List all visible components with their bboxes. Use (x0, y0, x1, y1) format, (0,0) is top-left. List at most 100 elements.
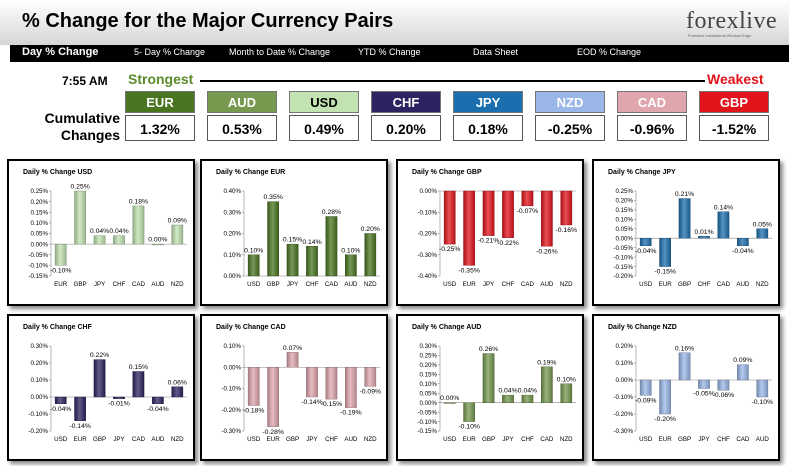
bar (113, 396, 125, 399)
data-label: 0.00% (148, 237, 167, 244)
chart-panel: Daily % Change AUD 0.30% 0.25% 0.20% 0.15% 0.… (396, 314, 584, 461)
bar (132, 205, 145, 245)
y-tick-label: 0.20% (223, 231, 241, 238)
bar (171, 224, 184, 245)
y-tick-label: 0.20% (615, 343, 633, 350)
y-tick-label: -0.05% (613, 245, 633, 252)
chart-svg: Daily % Change GBP 0.00% -0.10% -0.20% -0.30… (412, 169, 577, 288)
category-label: GBP (678, 281, 691, 288)
bar (521, 190, 534, 207)
category-label: GBP (74, 281, 87, 288)
bar (521, 394, 534, 403)
currency-value-aud: 0.53% (207, 115, 277, 141)
data-label: -0.15% (321, 401, 343, 408)
bar (325, 367, 338, 400)
category-label: CAD (736, 436, 750, 443)
bar (463, 402, 475, 422)
chart-panel: Daily % Change EUR 0.40% 0.30% 0.20% 0.10% 0.… (200, 159, 388, 306)
data-label: 0.00% (440, 395, 459, 402)
bar (560, 190, 573, 226)
y-tick-label: 0.05% (419, 390, 437, 397)
data-label: -0.25% (439, 246, 461, 253)
category-label: USD (247, 436, 261, 443)
y-tick-label: 0.20% (615, 198, 633, 205)
y-tick-label: 0.00% (223, 273, 241, 280)
nav-data-sheet[interactable]: Data Sheet (473, 47, 519, 57)
currency-head-chf: CHF (371, 91, 441, 113)
y-tick-label: 0.10% (615, 360, 633, 367)
category-label: EUR (463, 436, 477, 443)
data-label: -0.28% (262, 429, 284, 436)
chart-svg: Daily % Change NZD0.20%0.10%0.00%-0.10%-… (608, 324, 773, 443)
category-label: CHF (113, 281, 126, 288)
data-label: 0.21% (675, 191, 694, 198)
y-tick-label: -0.20% (613, 273, 633, 280)
nav-eod-change[interactable]: EOD % Change (577, 47, 642, 57)
header-bar: % Change for the Major Currency Pairs fo… (0, 0, 789, 45)
bar (286, 352, 299, 368)
nav-5day-change[interactable]: 5- Day % Change (134, 47, 206, 57)
bar (698, 379, 710, 389)
y-tick-label: 0.20% (419, 362, 437, 369)
nav-day-change[interactable]: Day % Change (22, 46, 99, 58)
bar (247, 367, 260, 406)
chart-svg: Daily % Change EUR0.40%0.30%0.20%0.10%0.… (216, 169, 380, 288)
category-label: EUR (463, 281, 477, 288)
data-label: -0.07% (517, 208, 539, 215)
y-tick-label: 0.30% (223, 209, 241, 216)
category-label: NZD (364, 436, 377, 443)
chart-title: Daily % Change GBP (412, 169, 482, 176)
chart-panel: Daily % Change NZD 0.20% 0.10% 0.00% -0.10% -… (592, 314, 780, 461)
nav-ytd-change[interactable]: YTD % Change (358, 47, 421, 57)
category-label: CAD (325, 281, 339, 288)
y-tick-label: 0.10% (223, 252, 241, 259)
y-tick-label: 0.10% (419, 381, 437, 388)
category-label: GBP (678, 436, 691, 443)
bar (152, 396, 164, 404)
y-tick-label: 0.15% (419, 372, 437, 379)
y-tick-label: -0.10% (28, 411, 48, 418)
chart-title: Daily % Change CHF (23, 324, 93, 331)
y-tick-label: 0.10% (223, 343, 241, 350)
y-tick-label: 0.05% (30, 231, 48, 238)
y-tick-label: -0.20% (417, 231, 437, 238)
data-label: 0.15% (283, 237, 302, 244)
data-label: 0.07% (283, 345, 302, 352)
category-label: NZD (756, 281, 769, 288)
data-label: -0.01% (108, 401, 130, 408)
category-label: JPY (287, 281, 298, 288)
data-label: 0.15% (129, 364, 148, 371)
bar (54, 396, 67, 404)
category-label: JPY (113, 436, 124, 443)
chart-title: Daily % Change CAD (216, 324, 286, 331)
category-label: EUR (659, 436, 673, 443)
data-label: -0.21% (478, 238, 500, 245)
bar (443, 402, 456, 404)
category-label: AUD (151, 436, 165, 443)
bar (560, 383, 573, 403)
category-label: USD (443, 281, 457, 288)
data-label: -0.26% (536, 248, 558, 255)
category-label: CAD (521, 281, 535, 288)
category-label: CAD (717, 281, 731, 288)
nav-bar: Day % Change 5- Day % Change Month to Da… (10, 45, 789, 62)
data-label: 0.35% (264, 194, 283, 201)
data-label: 0.04% (90, 228, 109, 235)
nav-mtd-change[interactable]: Month to Date % Change (229, 47, 331, 57)
weakest-label: Weakest (707, 71, 764, 87)
data-label: -0.04% (50, 406, 72, 413)
bar (74, 396, 86, 421)
bar (756, 379, 769, 398)
category-label: NZD (560, 436, 573, 443)
category-label: AUD (756, 436, 770, 443)
y-tick-label: 0.10% (615, 217, 633, 224)
category-label: CAD (540, 436, 554, 443)
data-label: -0.09% (635, 397, 657, 404)
currency-value-usd: 0.49% (289, 115, 359, 141)
bar (482, 190, 495, 236)
bar (306, 367, 318, 398)
data-label: 0.22% (90, 352, 109, 359)
bar (247, 254, 260, 277)
currency-head-cad: CAD (617, 91, 687, 113)
y-tick-label: -0.40% (417, 273, 437, 280)
